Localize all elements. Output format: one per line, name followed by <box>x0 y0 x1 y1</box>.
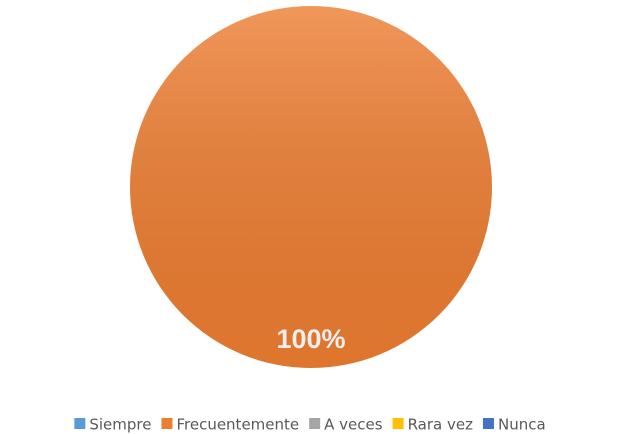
legend-item: Nunca <box>482 416 546 434</box>
legend-item: Siempre <box>74 416 151 434</box>
legend-label: Frecuentemente <box>176 416 299 434</box>
legend-swatch <box>392 418 404 429</box>
legend-swatch <box>74 418 86 429</box>
value-label: 100% <box>276 324 345 354</box>
legend-label: Nunca <box>498 416 546 434</box>
legend-item: A veces <box>309 416 383 434</box>
legend-item: Rara vez <box>392 416 474 434</box>
legend-label: Rara vez <box>408 416 474 434</box>
legend-swatch <box>482 418 494 429</box>
legend-label: Siempre <box>89 416 151 434</box>
legend-label: A veces <box>324 416 383 434</box>
legend-item: Frecuentemente <box>161 416 299 434</box>
legend-swatch <box>309 418 321 429</box>
pie-slice <box>130 6 492 368</box>
legend-swatch <box>161 418 173 429</box>
